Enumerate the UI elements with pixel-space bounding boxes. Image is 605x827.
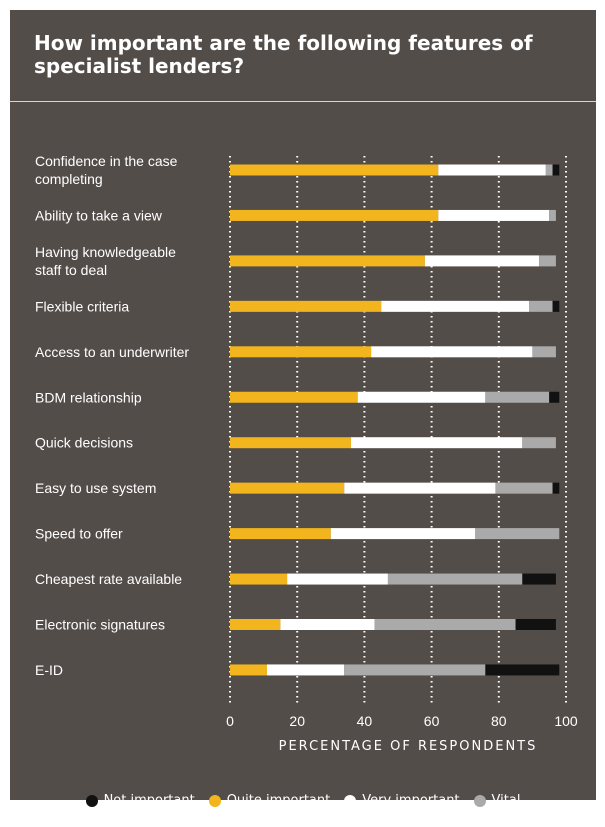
category-label: Quick decisions: [35, 435, 133, 451]
legend-label: Quite important: [226, 793, 331, 808]
legend-label: Not important: [103, 793, 195, 808]
bar-segment-very-important: [287, 573, 388, 585]
bar-segment-very-important: [381, 300, 530, 312]
legend-swatch-icon: [208, 794, 221, 807]
bar-segment-quite-important: [230, 255, 425, 267]
bar-segment-very-important: [357, 391, 486, 403]
bar-segment-vital: [495, 482, 553, 494]
bar-segment-quite-important: [230, 300, 382, 312]
bar-segment-vital: [485, 391, 550, 403]
x-tick-label: 80: [491, 713, 507, 729]
category-label: Confidence in the case completing: [35, 153, 178, 187]
x-tick-label: 40: [357, 713, 373, 729]
legend-swatch-icon: [473, 794, 486, 807]
bar-segment-not-important: [522, 573, 556, 585]
bar-segment-vital: [475, 528, 560, 540]
bar-segment-very-important: [280, 619, 375, 630]
x-tick-label: 20: [289, 713, 305, 729]
bar-segment-vital: [545, 164, 553, 176]
bar-segment-quite-important: [230, 619, 281, 630]
x-tick-label: 60: [424, 713, 440, 729]
bar-segment-quite-important: [230, 528, 331, 540]
chart-panel: How important are the following features…: [10, 10, 596, 808]
bar-segment-quite-important: [230, 482, 345, 494]
bar-segment-not-important: [549, 391, 560, 403]
bar-segment-very-important: [330, 528, 476, 540]
legend-label: Very important: [362, 793, 460, 808]
bar-segment-very-important: [350, 437, 523, 449]
x-axis-title: PERCENTAGE OF RESPONDENTS: [278, 739, 538, 754]
bar-segment-quite-important: [230, 664, 267, 676]
bar-segment-quite-important: [230, 437, 351, 449]
bar-segment-quite-important: [230, 209, 439, 221]
bar-segment-vital: [387, 573, 523, 585]
category-label: Easy to use system: [35, 480, 156, 496]
legend: Not important Quite important Very importa…: [10, 793, 596, 808]
bar-segment-not-important: [552, 164, 560, 176]
bar-segment-not-important: [515, 619, 556, 630]
legend-item: Very important: [344, 793, 460, 808]
bar-segment-very-important: [438, 164, 546, 176]
bar-chart: 0 20 40 60 80 100 Confidence in the case comple…: [35, 153, 578, 729]
bar-segment-vital: [532, 346, 556, 358]
bar-segment-quite-important: [230, 164, 439, 176]
bar-segment-very-important: [371, 346, 533, 358]
category-label: Flexible criteria: [35, 298, 129, 314]
bar-segment-not-important: [552, 300, 560, 312]
category-label: Electronic signatures: [35, 617, 165, 633]
title-divider: [10, 101, 596, 102]
bar-segment-very-important: [344, 482, 496, 494]
bar-segment-not-important: [485, 664, 560, 676]
bar-segment-vital: [549, 209, 556, 221]
x-tick-label: 100: [554, 713, 578, 729]
category-label: Speed to offer: [35, 526, 123, 542]
category-label: E-ID: [35, 662, 63, 678]
legend-swatch-icon: [85, 794, 98, 807]
bar-segment-quite-important: [230, 391, 358, 403]
bar-segment-quite-important: [230, 573, 288, 585]
chart-title: How important are the following features…: [34, 31, 533, 78]
bar-segment-vital: [522, 437, 556, 449]
legend-item: Quite important: [208, 793, 331, 808]
category-label: Access to an underwriter: [35, 344, 189, 360]
bar-segment-vital: [344, 664, 486, 676]
legend-item: Vital: [473, 793, 521, 808]
category-label: Ability to take a view: [35, 207, 163, 223]
legend-label: Vital: [491, 793, 521, 808]
legend-item: Not important: [85, 793, 195, 808]
bar-segment-vital: [374, 619, 516, 630]
bar-segment-very-important: [266, 664, 345, 676]
category-label: BDM relationship: [35, 389, 142, 405]
category-label: Cheapest rate available: [35, 571, 182, 587]
x-tick-label: 0: [226, 713, 234, 729]
category-label: Having knowledgeable staff to deal: [35, 244, 176, 278]
bar-segment-quite-important: [230, 346, 372, 358]
bar-segment-not-important: [552, 482, 560, 494]
bar-segment-vital: [539, 255, 556, 267]
bar-segment-vital: [529, 300, 553, 312]
bar-segment-very-important: [424, 255, 540, 267]
bar-segment-very-important: [438, 209, 550, 221]
legend-swatch-icon: [344, 794, 357, 807]
